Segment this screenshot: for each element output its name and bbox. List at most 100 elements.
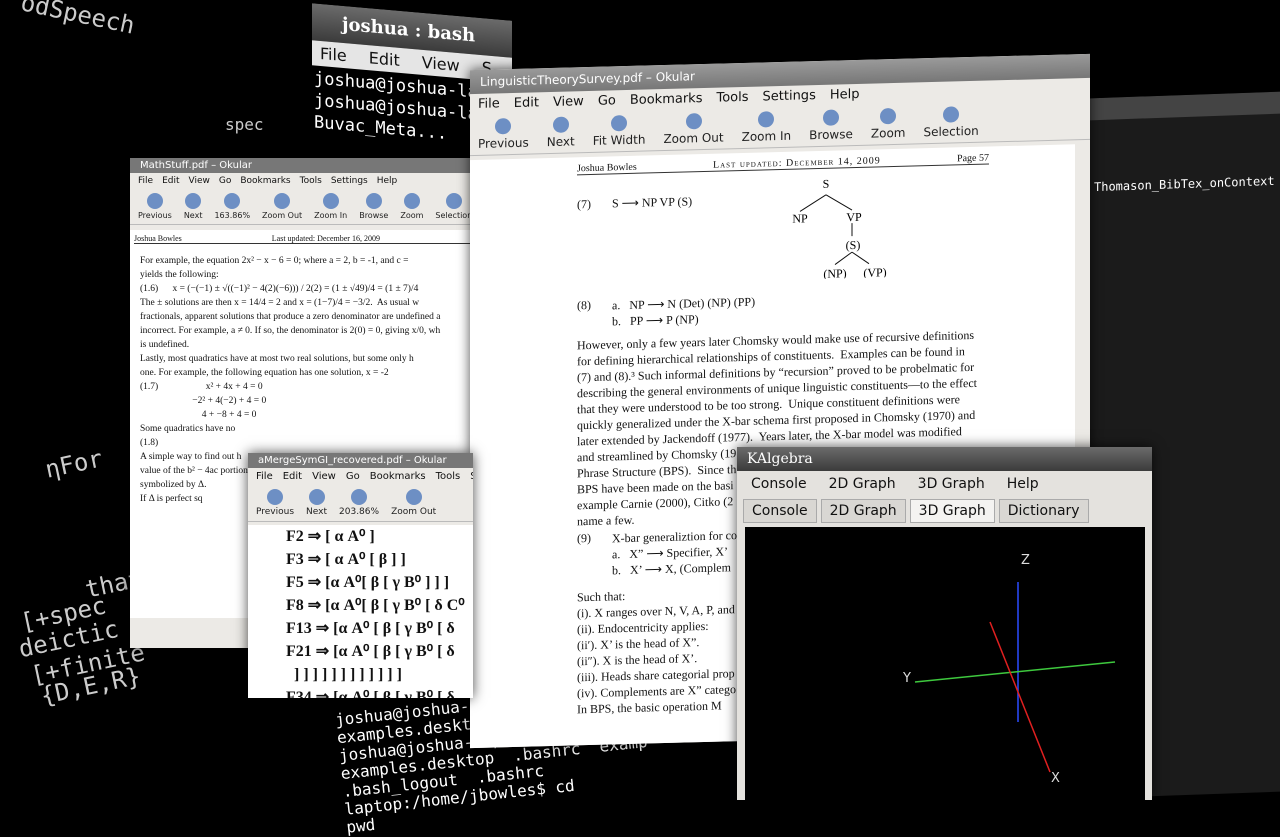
- tab[interactable]: 2D Graph: [820, 499, 906, 523]
- menu-item[interactable]: View: [312, 471, 336, 482]
- menu-item[interactable]: File: [478, 96, 500, 112]
- toolbar-button[interactable]: Zoom: [871, 108, 906, 141]
- tab-bar: Console 2D Graph 3D Graph Dictionary: [737, 497, 1152, 525]
- page-header: Joshua Bowles Last updated: December 16,…: [134, 234, 475, 244]
- text-line: −2² + 4(−2) + 4 = 0: [140, 396, 267, 406]
- syntax-tree: S NP VP (S) (NP) (VP): [792, 177, 886, 280]
- text-line: b. X’ ⟶ X, (Complem: [612, 560, 731, 578]
- menu-item[interactable]: Console: [751, 476, 807, 492]
- updated: Last updated: December 14, 2009: [713, 155, 881, 171]
- text-line: (1.7) x² + 4x + 4 = 0: [140, 382, 263, 392]
- page-number: Page 57: [957, 152, 989, 165]
- menu-item[interactable]: Setti: [470, 471, 473, 482]
- menu-item[interactable]: 2D Graph: [828, 476, 896, 492]
- text-line: (1.6) x = (−(−1) ± √((−1)² − 4(2)(−6))) …: [140, 284, 419, 294]
- text-line: (1.8): [140, 438, 159, 448]
- tree-node: (NP): [823, 266, 846, 280]
- toolbar-button[interactable]: Previous: [256, 489, 294, 517]
- menu-bar: Console 2D Graph 3D Graph Help: [737, 471, 1152, 497]
- text-line: In BPS, the basic operation M: [577, 698, 722, 717]
- toolbar: Previous Next 163.86% Zoom Out Zoom In Browse…: [130, 189, 475, 225]
- menu-item[interactable]: Bookmarks: [240, 176, 291, 186]
- toolbar-button[interactable]: Previous: [478, 118, 529, 151]
- menu-item[interactable]: Tools: [716, 89, 749, 106]
- example-items: X-bar generaliztion for co a. X” ⟶ Specif…: [612, 527, 737, 578]
- text-line: F2 ⇒ [ α A⁰ ]: [286, 528, 375, 545]
- author: Joshua Bowles: [134, 234, 182, 243]
- menu-item[interactable]: Go: [345, 471, 360, 482]
- text-line: is undefined.: [140, 340, 190, 350]
- text-line: 4 + −8 + 4 = 0: [140, 410, 257, 420]
- toolbar-button[interactable]: Zoom Out: [262, 193, 302, 220]
- menu-item[interactable]: Tools: [435, 471, 461, 482]
- text-line: incorrect. For example, a ≠ 0. If so, th…: [140, 326, 441, 336]
- toolbar-button[interactable]: Next: [547, 116, 575, 149]
- text-line: F5 ⇒ [α A⁰[ β [ γ B⁰ ] ] ]: [286, 574, 450, 591]
- menu-item[interactable]: View: [552, 94, 584, 110]
- toolbar-button[interactable]: 203.86%: [339, 489, 379, 517]
- menu-item[interactable]: Bookmarks: [629, 91, 703, 108]
- text-line: F13 ⇒ [α A⁰ [ β [ γ B⁰ [ δ: [286, 620, 455, 637]
- menu-item[interactable]: Help: [1006, 476, 1039, 492]
- menu-item[interactable]: Go: [597, 93, 616, 109]
- bg-text: ηFor: [42, 444, 106, 484]
- menu-item[interactable]: Go: [218, 176, 232, 186]
- text-line: F34 ⇒ [α A⁰ [ β [ γ B⁰ [ δ: [286, 689, 455, 698]
- menu-item[interactable]: File: [320, 43, 347, 66]
- menu-item[interactable]: Tools: [299, 176, 322, 186]
- toolbar-button[interactable]: Zoom In: [314, 193, 347, 220]
- toolbar-button[interactable]: Previous: [138, 193, 172, 220]
- axis-label: Y: [902, 671, 911, 686]
- window-title: MathStuff.pdf – Okular: [130, 158, 475, 173]
- page-header: Joshua Bowles Last updated: December 14,…: [577, 152, 989, 176]
- menu-item[interactable]: Settings: [330, 176, 368, 186]
- tab[interactable]: Dictionary: [998, 499, 1089, 523]
- toolbar-button[interactable]: Next: [184, 193, 203, 220]
- menu-item[interactable]: 3D Graph: [917, 476, 985, 492]
- desktop: odSpeech spec ηFor that [+spec deictic […: [0, 0, 1280, 800]
- tree-node: S: [823, 177, 830, 191]
- bg-text: odSpeech: [18, 0, 138, 40]
- toolbar-button[interactable]: Browse: [359, 193, 388, 220]
- rule: S ⟶ NP VP (S): [612, 194, 693, 211]
- text-line: fractionals, apparent solutions that pro…: [140, 312, 441, 322]
- menu-item[interactable]: Help: [376, 176, 398, 186]
- file-name: Thomason_BibTex_onContext: [1094, 173, 1275, 195]
- text-line: yields the following:: [140, 270, 219, 280]
- menu-item[interactable]: Bookmarks: [369, 471, 426, 482]
- text-line: F8 ⇒ [α A⁰[ β [ γ B⁰ [ δ C⁰: [286, 597, 465, 614]
- toolbar-button[interactable]: Selection: [435, 193, 472, 220]
- toolbar-button[interactable]: Zoom: [400, 193, 423, 220]
- tab[interactable]: Console: [743, 499, 817, 523]
- menu-item[interactable]: Edit: [282, 471, 303, 482]
- menu-item[interactable]: Edit: [368, 48, 400, 70]
- toolbar-button[interactable]: 163.86%: [214, 193, 250, 220]
- toolbar-button[interactable]: Zoom In: [742, 111, 792, 144]
- title-bar: [1090, 91, 1280, 121]
- menu-item[interactable]: Edit: [162, 176, 180, 186]
- menu-item[interactable]: Help: [829, 86, 860, 103]
- text-line: F3 ⇒ [ α A⁰ [ β ] ]: [286, 551, 406, 568]
- text-line: symbolized by Δ.: [140, 480, 207, 490]
- tab[interactable]: 3D Graph: [909, 499, 995, 523]
- toolbar-button[interactable]: Zoom Out: [663, 112, 723, 146]
- toolbar-button[interactable]: Browse: [809, 109, 853, 142]
- toolbar-button[interactable]: Fit Width: [593, 115, 646, 148]
- toolbar-button[interactable]: Selection: [923, 106, 978, 139]
- example-number: (7): [577, 196, 591, 212]
- text-line: ] ] ] ] ] ] ] ] ] ] ] ]: [286, 666, 402, 683]
- tree-node: VP: [846, 210, 862, 224]
- toolbar-button[interactable]: Next: [306, 489, 327, 517]
- text-line: If Δ is perfect sq: [140, 494, 203, 504]
- menu-item[interactable]: File: [256, 471, 273, 482]
- author: Joshua Bowles: [577, 161, 637, 175]
- toolbar-button[interactable]: Zoom Out: [391, 489, 436, 517]
- menu-item[interactable]: Edit: [513, 95, 539, 111]
- text-line: one. For example, the following equation…: [140, 368, 389, 378]
- kalgebra-window: KAlgebra Console 2D Graph 3D Graph Help Con…: [737, 447, 1152, 800]
- menu-item[interactable]: View: [421, 52, 460, 76]
- menu-item[interactable]: View: [188, 176, 210, 186]
- menu-item[interactable]: File: [138, 176, 154, 186]
- page-text: For example, the equation 2x² − x − 6 = …: [134, 254, 475, 506]
- menu-item[interactable]: Settings: [762, 88, 816, 105]
